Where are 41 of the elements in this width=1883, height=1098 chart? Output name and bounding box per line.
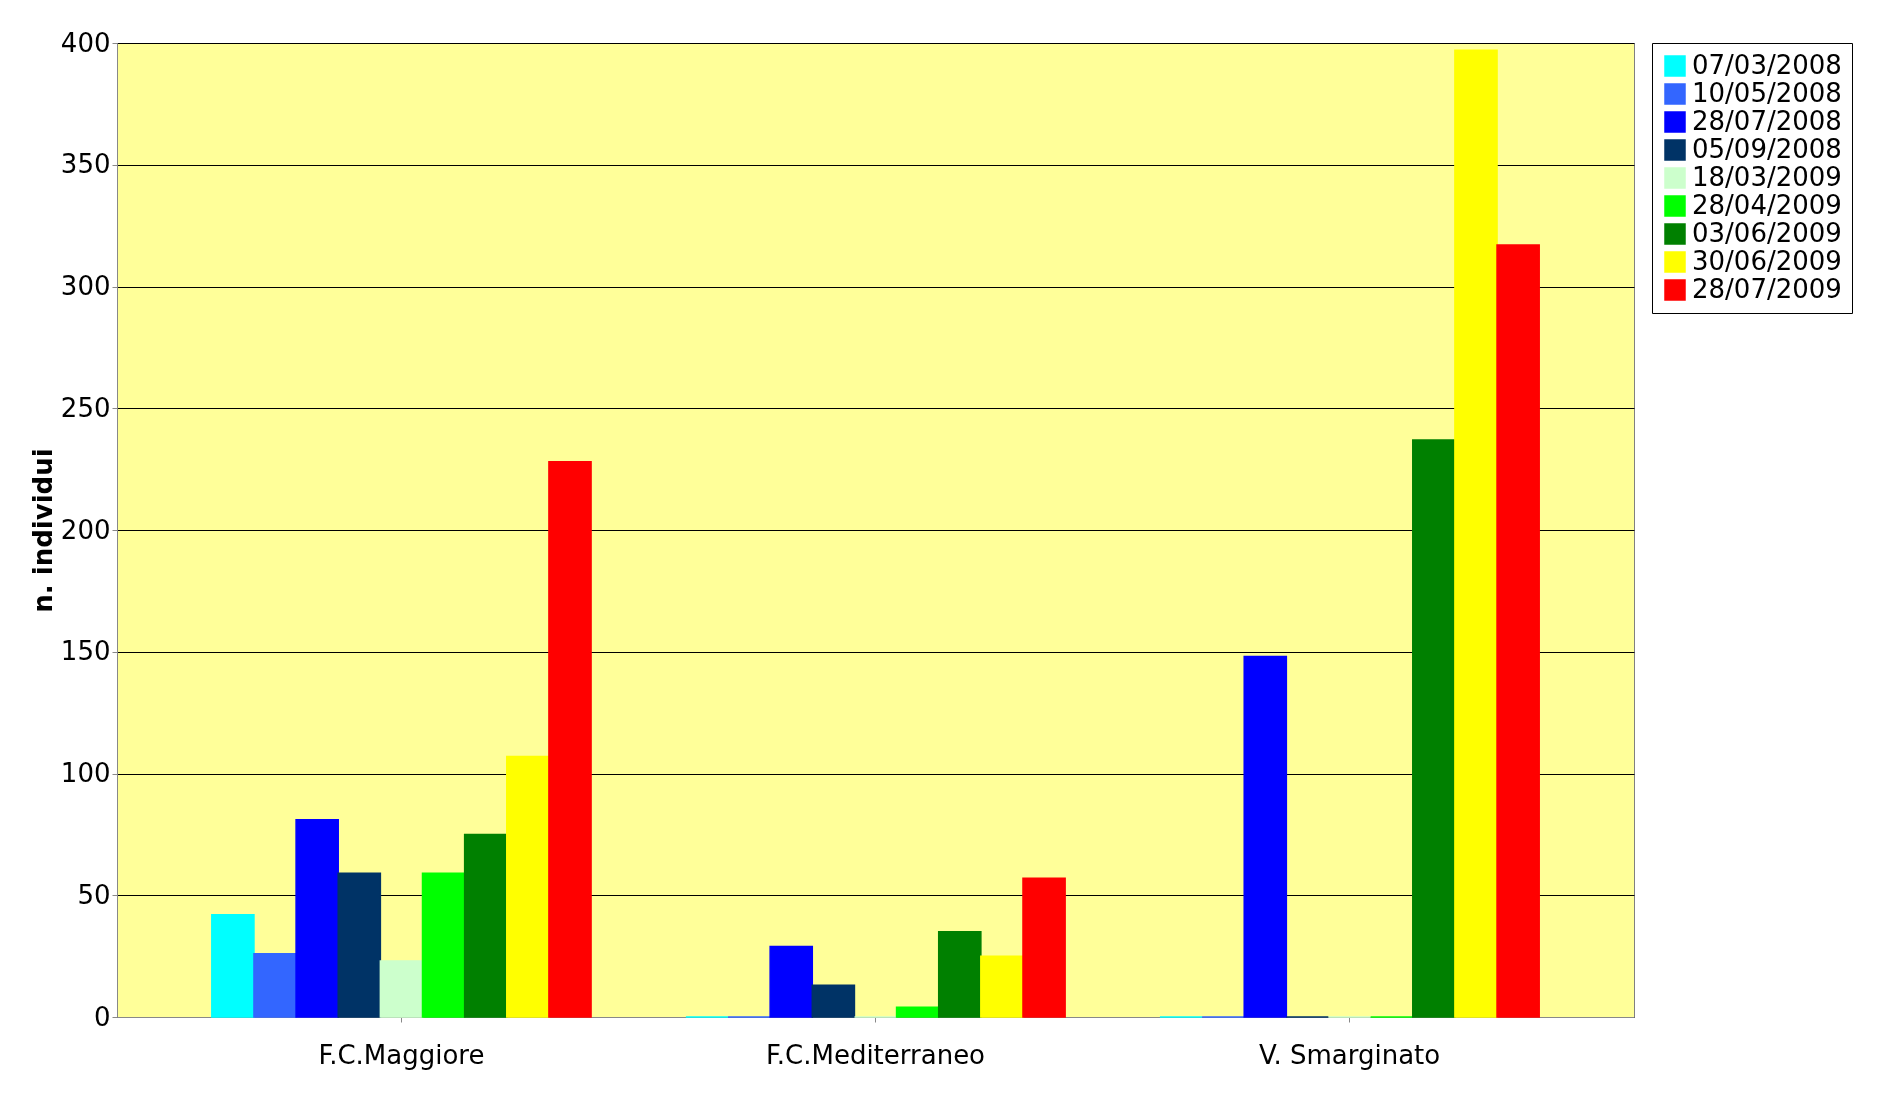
bar	[980, 955, 1024, 1018]
legend-label: 10/05/2008	[1692, 78, 1842, 108]
bar	[548, 461, 592, 1018]
bar	[506, 755, 550, 1018]
bar	[769, 945, 814, 1018]
bar	[295, 819, 339, 1018]
bar	[937, 931, 982, 1018]
legend-label: 28/07/2009	[1692, 274, 1842, 304]
legend-label: 07/03/2008	[1692, 50, 1842, 80]
legend-label: 30/06/2009	[1692, 246, 1842, 276]
bar	[421, 872, 466, 1018]
bar	[379, 960, 424, 1018]
bar	[211, 913, 255, 1018]
legend-label: 05/09/2008	[1692, 134, 1842, 164]
y-tick-label: 100	[60, 758, 111, 788]
bar	[337, 872, 382, 1018]
legend-label: 28/07/2008	[1692, 106, 1842, 136]
bar	[463, 833, 508, 1018]
x-tick-label: V. Smarginato	[1258, 1039, 1441, 1070]
legend-label: 03/06/2009	[1692, 218, 1842, 248]
y-tick-label: 250	[60, 392, 111, 423]
y-tick-label: 300	[60, 271, 111, 301]
y-tick-label: 200	[60, 514, 111, 545]
bar	[1496, 244, 1540, 1018]
bar	[1022, 877, 1066, 1018]
x-tick-label: F.C.Maggiore	[318, 1039, 485, 1070]
bar	[811, 984, 856, 1018]
legend-label: 28/04/2009	[1692, 190, 1842, 220]
y-tick-label: 400	[60, 27, 111, 58]
bar	[895, 1006, 940, 1018]
bar	[1412, 439, 1456, 1018]
x-tick-label: F.C.Mediterraneo	[765, 1039, 986, 1070]
y-tick-label: 150	[60, 636, 111, 667]
y-tick-label: 350	[60, 149, 111, 180]
y-tick-label: 0	[93, 1001, 111, 1032]
bar	[1243, 655, 1288, 1018]
bar	[253, 952, 297, 1018]
legend-label: 18/03/2009	[1692, 162, 1842, 192]
bar	[1454, 49, 1498, 1018]
y-tick-label: 50	[77, 879, 111, 910]
y-axis-title: n. individui	[27, 448, 58, 613]
